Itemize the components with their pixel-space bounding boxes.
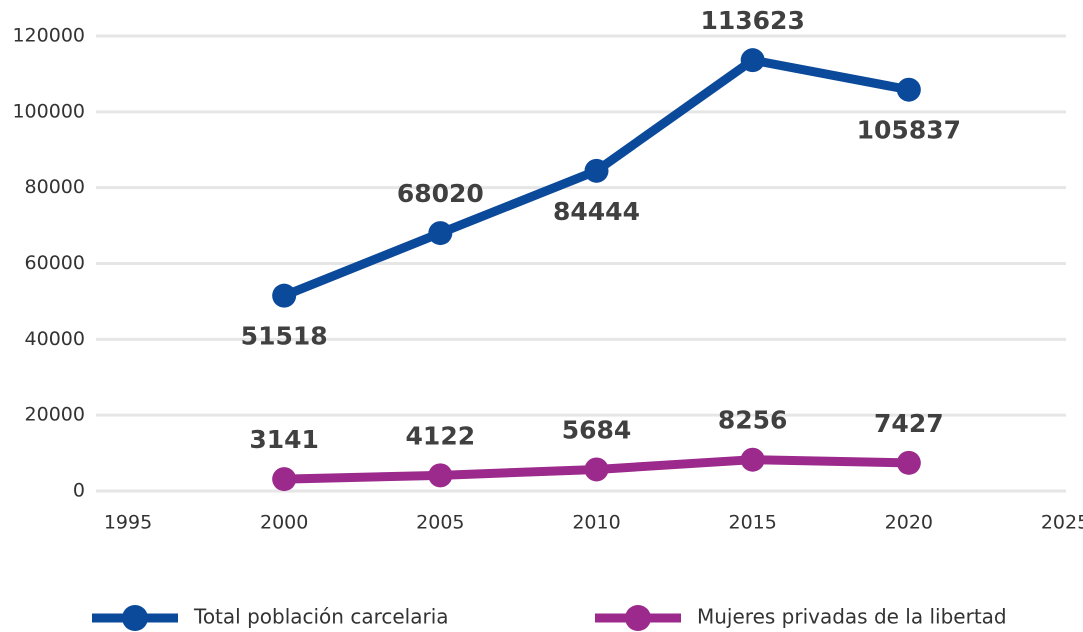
data-label: 8256 <box>718 406 788 435</box>
point <box>584 457 609 482</box>
legend-marker <box>122 605 148 631</box>
point <box>272 283 297 308</box>
y-tick-label: 120000 <box>12 25 85 47</box>
point <box>584 158 609 183</box>
data-label: 113623 <box>700 6 804 35</box>
point <box>272 467 297 492</box>
y-tick-label: 100000 <box>12 100 85 122</box>
x-tick-label: 2005 <box>416 512 464 534</box>
data-label: 68020 <box>397 179 484 208</box>
y-tick-label: 0 <box>73 480 85 502</box>
x-tick-label: 2020 <box>885 512 933 534</box>
legend-label: Mujeres privadas de la libertad <box>697 605 1007 629</box>
legend-marker <box>625 605 651 631</box>
data-label: 4122 <box>406 421 476 450</box>
x-tick-label: 2015 <box>728 512 776 534</box>
point <box>896 77 921 102</box>
data-label: 5684 <box>562 415 632 444</box>
point <box>740 48 765 73</box>
legend-label: Total población carcelaria <box>193 605 449 629</box>
data-label: 7427 <box>874 409 944 438</box>
data-label: 3141 <box>249 425 319 454</box>
y-tick-label: 20000 <box>25 404 85 426</box>
data-label: 51518 <box>241 322 328 351</box>
y-tick-label: 80000 <box>25 176 85 198</box>
data-label: 84444 <box>553 197 640 226</box>
x-tick-label: 2000 <box>260 512 308 534</box>
point <box>896 450 921 475</box>
point <box>428 221 453 246</box>
data-label: 105837 <box>857 116 961 145</box>
point <box>740 447 765 472</box>
y-tick-label: 60000 <box>25 252 85 274</box>
point <box>428 463 453 488</box>
x-tick-label: 2010 <box>572 512 620 534</box>
y-tick-label: 40000 <box>25 328 85 350</box>
x-tick-label: 1995 <box>104 512 152 534</box>
